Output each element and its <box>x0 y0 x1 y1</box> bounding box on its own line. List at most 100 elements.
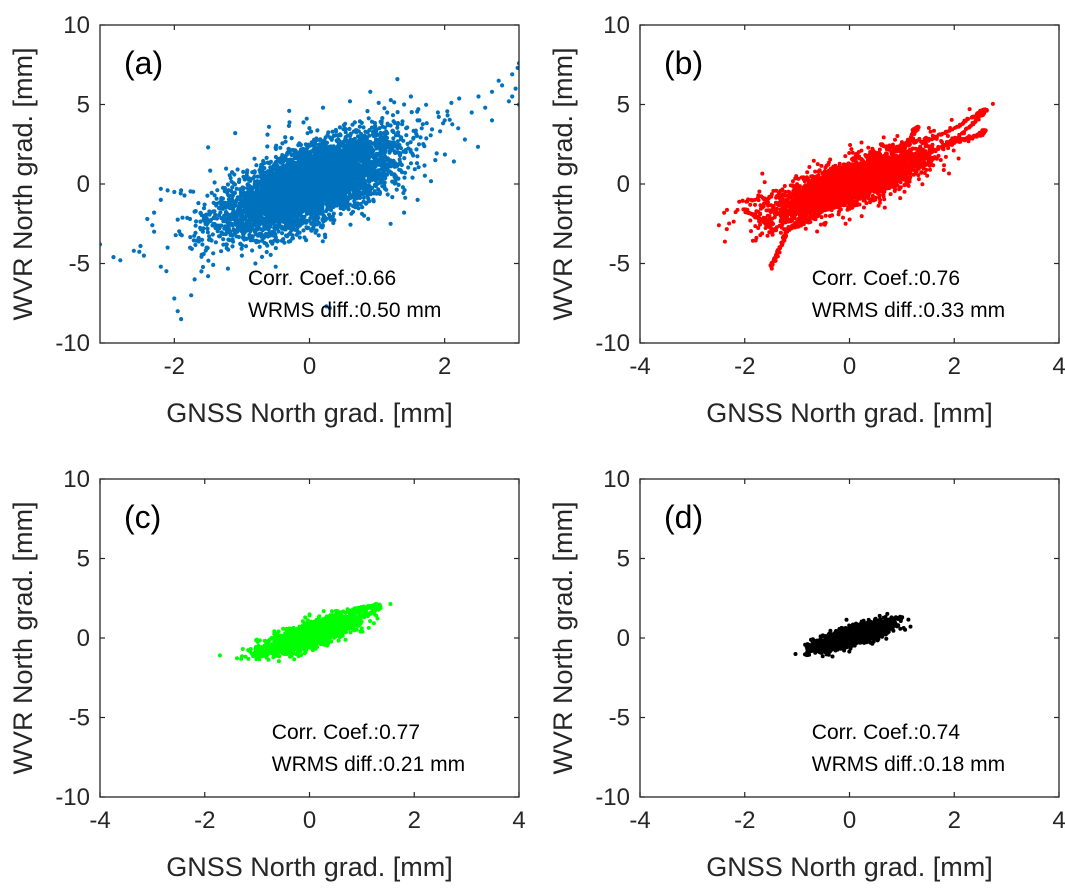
data-point <box>323 235 328 240</box>
data-point <box>263 191 268 196</box>
data-point <box>250 170 255 175</box>
data-point <box>357 119 363 124</box>
data-point <box>230 233 235 238</box>
data-point <box>357 124 362 129</box>
data-point <box>224 166 229 171</box>
data-point <box>228 175 233 181</box>
data-point <box>361 140 366 145</box>
data-point <box>428 179 434 184</box>
data-point <box>260 193 265 199</box>
data-point <box>385 110 390 115</box>
data-point <box>350 209 356 214</box>
data-point <box>421 142 426 147</box>
data-point <box>323 168 328 173</box>
data-point <box>198 211 203 216</box>
data-point <box>193 242 198 247</box>
data-point <box>374 191 379 196</box>
data-point <box>270 241 275 246</box>
data-point <box>309 228 314 233</box>
data-point <box>362 213 367 218</box>
data-point <box>416 165 421 170</box>
data-point <box>211 251 216 256</box>
data-point <box>208 217 214 222</box>
data-point <box>354 177 359 182</box>
data-point <box>377 191 382 196</box>
data-point <box>273 208 278 213</box>
data-point <box>361 195 366 200</box>
data-point <box>283 135 288 140</box>
data-point <box>356 187 361 192</box>
data-point <box>224 246 229 251</box>
data-point <box>262 166 267 171</box>
data-point <box>287 120 292 125</box>
data-point <box>338 211 343 217</box>
data-point <box>410 151 415 156</box>
data-point <box>350 138 355 143</box>
data-point <box>337 198 343 204</box>
data-point <box>244 170 249 175</box>
data-point <box>340 150 345 155</box>
data-point <box>397 157 402 162</box>
data-point <box>434 151 439 156</box>
data-point <box>445 109 450 114</box>
data-point <box>254 163 259 168</box>
data-point <box>373 137 379 142</box>
data-point <box>332 218 337 223</box>
data-point <box>249 218 254 223</box>
data-point <box>297 141 302 146</box>
data-point <box>286 201 291 206</box>
data-point <box>371 132 376 137</box>
data-point <box>395 121 401 126</box>
data-point <box>217 226 222 231</box>
data-point <box>308 165 313 170</box>
data-point <box>199 254 204 259</box>
data-point <box>289 136 294 141</box>
data-point <box>394 187 399 192</box>
data-point <box>150 223 155 228</box>
data-point <box>290 233 295 238</box>
data-point <box>376 100 381 105</box>
data-point <box>319 198 324 203</box>
data-point <box>377 162 382 167</box>
data-point <box>226 227 231 232</box>
data-point <box>395 139 400 144</box>
data-point <box>235 167 240 172</box>
data-point <box>277 159 282 164</box>
data-point <box>256 218 261 223</box>
data-point <box>420 122 425 127</box>
data-point <box>414 131 419 136</box>
data-point <box>201 217 206 222</box>
data-point <box>230 244 235 249</box>
data-point <box>394 164 399 169</box>
data-point <box>257 204 262 209</box>
data-point <box>213 240 218 245</box>
data-point <box>341 190 346 196</box>
data-point <box>209 190 214 195</box>
data-point <box>331 211 336 216</box>
data-point <box>411 136 416 141</box>
data-point <box>283 206 288 211</box>
data-point <box>241 169 246 174</box>
data-point <box>137 249 142 254</box>
data-point <box>397 167 402 172</box>
data-point <box>337 125 342 130</box>
data-point <box>290 199 295 205</box>
data-point <box>321 161 326 166</box>
data-point <box>258 221 263 227</box>
data-point <box>307 156 312 161</box>
data-point <box>356 150 361 156</box>
data-point <box>367 133 372 138</box>
data-point <box>256 211 261 216</box>
data-point <box>343 198 348 203</box>
data-point <box>233 230 238 235</box>
data-point <box>324 184 329 189</box>
data-point <box>252 174 257 179</box>
data-point <box>339 141 344 146</box>
data-point <box>264 249 269 255</box>
data-point <box>351 204 356 209</box>
data-point <box>273 183 278 188</box>
data-point <box>267 231 272 236</box>
data-point <box>230 237 235 242</box>
data-point <box>295 225 300 230</box>
